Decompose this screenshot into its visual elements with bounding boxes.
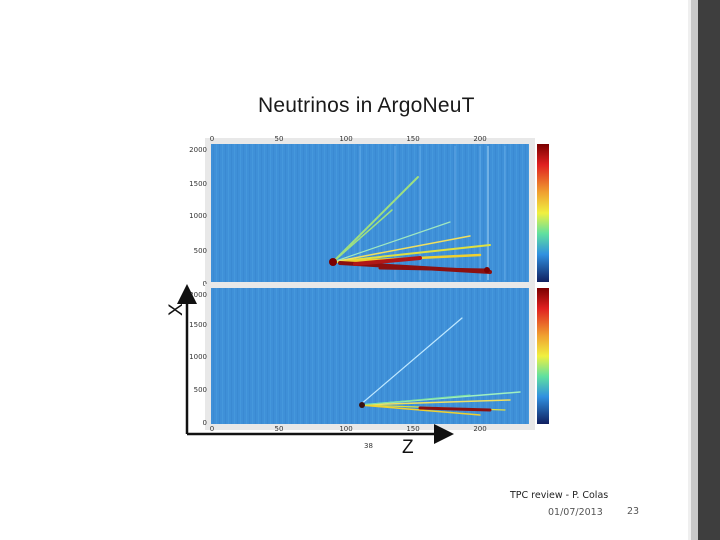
bottom-x-tick: 200 xyxy=(473,425,486,433)
bottom-color-scale xyxy=(537,288,549,424)
top-color-scale xyxy=(537,144,549,282)
top-x-tick: 200 xyxy=(473,135,486,143)
axis-arrows xyxy=(177,284,454,444)
axis-label-x: X xyxy=(166,303,187,316)
top-x-tick: 50 xyxy=(275,135,284,143)
footer-text: TPC review - P. Colas xyxy=(510,490,609,501)
top-y-tick: 1500 xyxy=(189,180,207,188)
top-y-tick: 0 xyxy=(203,280,207,288)
slide-edge-decoration xyxy=(688,0,691,540)
top-event-panel: 2000 1500 1000 500 0 0 50 100 150 200 xyxy=(189,135,549,288)
slide-edge-stripe xyxy=(691,0,698,540)
bottom-y-tick: 0 xyxy=(203,419,207,427)
top-x-tick: 150 xyxy=(406,135,419,143)
top-event-tracks xyxy=(329,176,492,274)
bottom-x-tick: 0 xyxy=(210,425,214,433)
bottom-y-tick: 1000 xyxy=(189,353,207,361)
footer-date: 01/07/2013 xyxy=(548,507,603,518)
top-x-tick: 100 xyxy=(339,135,352,143)
top-y-tick: 1000 xyxy=(189,212,207,220)
slide-title: Neutrinos in ArgoNeuT xyxy=(258,94,475,117)
bottom-event-tracks xyxy=(359,317,521,416)
slide-edge-bar xyxy=(698,0,720,540)
bottom-event-panel: 2000 1500 1000 500 0 0 50 100 150 200 xyxy=(189,284,549,433)
top-x-tick: 0 xyxy=(210,135,214,143)
bottom-x-tick: 100 xyxy=(339,425,352,433)
bottom-y-tick: 2000 xyxy=(189,291,207,299)
bottom-x-tick: 50 xyxy=(275,425,284,433)
top-y-tick: 500 xyxy=(194,247,207,255)
bottom-y-tick: 500 xyxy=(194,386,207,394)
bottom-y-tick: 1500 xyxy=(189,321,207,329)
small-figure-label: 38 xyxy=(364,442,373,450)
top-y-tick: 2000 xyxy=(189,146,207,154)
slide-number: 23 xyxy=(627,506,640,517)
axis-label-z: Z xyxy=(402,437,414,458)
bottom-x-tick: 150 xyxy=(406,425,419,433)
